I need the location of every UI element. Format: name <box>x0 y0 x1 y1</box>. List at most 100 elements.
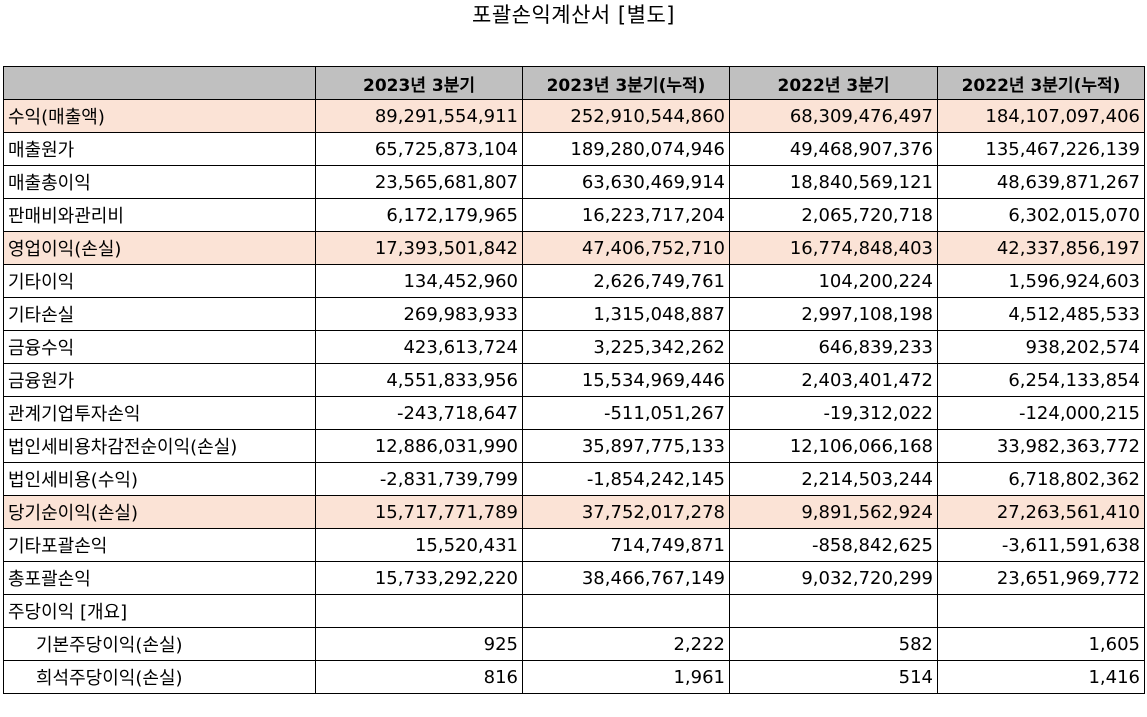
table-row: 기본주당이익(손실) 925 2,222 582 1,605 <box>3 627 1145 661</box>
value-cell: -1,854,242,145 <box>522 462 730 496</box>
value-cell: 1,605 <box>937 627 1145 661</box>
table-row: 영업이익(손실) 17,393,501,842 47,406,752,710 16,7… <box>3 231 1145 265</box>
row-label: 수익(매출액) <box>3 99 316 133</box>
income-statement-table: 2023년 3분기 2023년 3분기(누적) 2022년 3분기 2022년 … <box>3 66 1145 694</box>
table-row: 판매비와관리비 6,172,179,965 16,223,717,204 2,065,… <box>3 198 1145 232</box>
value-cell: -2,831,739,799 <box>315 462 523 496</box>
table-body: 수익(매출액) 89,291,554,911 252,910,544,860 68,3… <box>3 99 1145 694</box>
value-cell: 35,897,775,133 <box>522 429 730 463</box>
row-label: 희석주당이익(손실) <box>3 660 316 694</box>
value-cell: 49,468,907,376 <box>729 132 938 166</box>
table-row: 수익(매출액) 89,291,554,911 252,910,544,860 68,3… <box>3 99 1145 133</box>
row-label: 판매비와관리비 <box>3 198 316 232</box>
header-cell-2022-q3-cumulative: 2022년 3분기(누적) <box>937 66 1145 100</box>
value-cell: 15,717,771,789 <box>315 495 523 529</box>
table-row: 매출총이익 23,565,681,807 63,630,469,914 18,840,… <box>3 165 1145 199</box>
value-cell: 37,752,017,278 <box>522 495 730 529</box>
value-cell: 17,393,501,842 <box>315 231 523 265</box>
value-cell: 582 <box>729 627 938 661</box>
value-cell: 104,200,224 <box>729 264 938 298</box>
table-row: 금융원가 4,551,833,956 15,534,969,446 2,403,401… <box>3 363 1145 397</box>
value-cell: 2,997,108,198 <box>729 297 938 331</box>
value-cell: -511,051,267 <box>522 396 730 430</box>
row-label: 법인세비용(수익) <box>3 462 316 496</box>
value-cell: 63,630,469,914 <box>522 165 730 199</box>
row-label: 기본주당이익(손실) <box>3 627 316 661</box>
row-label: 기타이익 <box>3 264 316 298</box>
value-cell: 9,032,720,299 <box>729 561 938 595</box>
value-cell: 6,718,802,362 <box>937 462 1145 496</box>
table-row: 주당이익 [개요] <box>3 594 1145 628</box>
value-cell: 15,534,969,446 <box>522 363 730 397</box>
value-cell: 16,223,717,204 <box>522 198 730 232</box>
value-cell: 2,222 <box>522 627 730 661</box>
table-row: 법인세비용차감전순이익(손실) 12,886,031,990 35,897,775,… <box>3 429 1145 463</box>
value-cell: 65,725,873,104 <box>315 132 523 166</box>
value-cell: 89,291,554,911 <box>315 99 523 133</box>
value-cell: 1,315,048,887 <box>522 297 730 331</box>
value-cell: 4,512,485,533 <box>937 297 1145 331</box>
value-cell: 134,452,960 <box>315 264 523 298</box>
row-label: 매출원가 <box>3 132 316 166</box>
value-cell: 27,263,561,410 <box>937 495 1145 529</box>
row-label: 금융원가 <box>3 363 316 397</box>
value-cell: 47,406,752,710 <box>522 231 730 265</box>
value-cell: 184,107,097,406 <box>937 99 1145 133</box>
row-label: 영업이익(손실) <box>3 231 316 265</box>
value-cell: 189,280,074,946 <box>522 132 730 166</box>
value-cell: 6,302,015,070 <box>937 198 1145 232</box>
value-cell: 938,202,574 <box>937 330 1145 364</box>
table-row: 관계기업투자손익 -243,718,647 -511,051,267 -19,312,… <box>3 396 1145 430</box>
value-cell: 15,733,292,220 <box>315 561 523 595</box>
value-cell: 15,520,431 <box>315 528 523 562</box>
value-cell: 2,403,401,472 <box>729 363 938 397</box>
value-cell: 135,467,226,139 <box>937 132 1145 166</box>
table-row: 금융수익 423,613,724 3,225,342,262 646,839,233 9… <box>3 330 1145 364</box>
value-cell: 816 <box>315 660 523 694</box>
table-row: 매출원가 65,725,873,104 189,280,074,946 49,468,… <box>3 132 1145 166</box>
value-cell: 12,106,066,168 <box>729 429 938 463</box>
table-row: 기타포괄손익 15,520,431 714,749,871 -858,842,625-… <box>3 528 1145 562</box>
row-label: 기타손실 <box>3 297 316 331</box>
value-cell: 9,891,562,924 <box>729 495 938 529</box>
row-label: 법인세비용차감전순이익(손실) <box>3 429 316 463</box>
value-cell: 68,309,476,497 <box>729 99 938 133</box>
row-label: 주당이익 [개요] <box>3 594 316 628</box>
header-cell-2023-q3: 2023년 3분기 <box>315 66 523 100</box>
row-label: 당기순이익(손실) <box>3 495 316 529</box>
value-cell: 252,910,544,860 <box>522 99 730 133</box>
page-title: 포괄손익계산서 [별도] <box>472 3 675 27</box>
value-cell: 4,551,833,956 <box>315 363 523 397</box>
value-cell: -243,718,647 <box>315 396 523 430</box>
row-label: 매출총이익 <box>3 165 316 199</box>
value-cell: 6,254,133,854 <box>937 363 1145 397</box>
value-cell: 33,982,363,772 <box>937 429 1145 463</box>
value-cell: 23,651,969,772 <box>937 561 1145 595</box>
table-row: 법인세비용(수익) -2,831,739,799 -1,854,242,145 2,2… <box>3 462 1145 496</box>
table-row: 기타손실 269,983,933 1,315,048,887 2,997,108,19… <box>3 297 1145 331</box>
value-cell <box>522 594 730 628</box>
value-cell: 12,886,031,990 <box>315 429 523 463</box>
row-label: 금융수익 <box>3 330 316 364</box>
value-cell: 38,466,767,149 <box>522 561 730 595</box>
value-cell: 6,172,179,965 <box>315 198 523 232</box>
value-cell: 1,416 <box>937 660 1145 694</box>
value-cell: -3,611,591,638 <box>937 528 1145 562</box>
header-cell-2023-q3-cumulative: 2023년 3분기(누적) <box>522 66 730 100</box>
value-cell: 2,626,749,761 <box>522 264 730 298</box>
value-cell <box>315 594 523 628</box>
value-cell: -124,000,215 <box>937 396 1145 430</box>
value-cell: 2,214,503,244 <box>729 462 938 496</box>
value-cell: -19,312,022 <box>729 396 938 430</box>
header-row: 2023년 3분기 2023년 3분기(누적) 2022년 3분기 2022년 … <box>3 66 1145 100</box>
value-cell <box>937 594 1145 628</box>
value-cell: 23,565,681,807 <box>315 165 523 199</box>
header-cell-2022-q3: 2022년 3분기 <box>729 66 938 100</box>
value-cell: 269,983,933 <box>315 297 523 331</box>
value-cell: 3,225,342,262 <box>522 330 730 364</box>
table-row: 희석주당이익(손실) 816 1,961 514 1,416 <box>3 660 1145 694</box>
value-cell: 1,961 <box>522 660 730 694</box>
row-label: 기타포괄손익 <box>3 528 316 562</box>
value-cell: 925 <box>315 627 523 661</box>
value-cell: -858,842,625 <box>729 528 938 562</box>
